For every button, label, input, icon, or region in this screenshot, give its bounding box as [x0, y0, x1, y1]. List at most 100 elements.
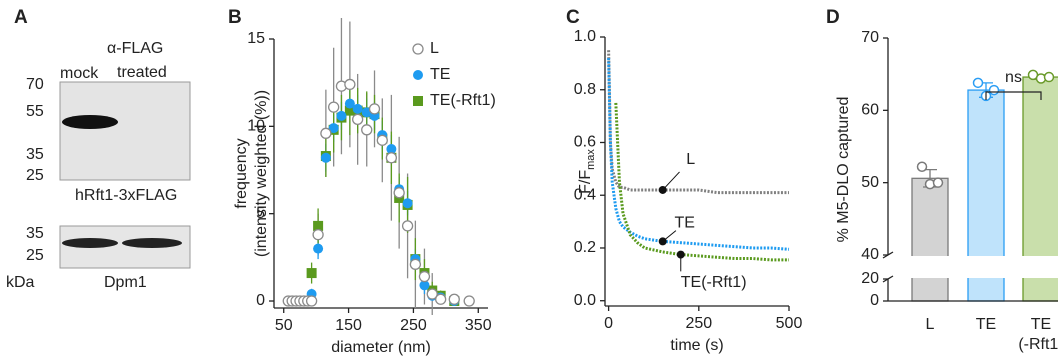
data-point	[353, 104, 363, 114]
y-axis-label-text: F/F	[577, 170, 594, 194]
data-point	[307, 296, 317, 306]
x-axis-label: diameter (nm)	[331, 339, 431, 356]
data-point	[370, 104, 380, 114]
data-point	[313, 230, 323, 240]
y-tick-label: 70	[861, 29, 879, 46]
data-point	[345, 79, 355, 89]
marker-label: 25	[26, 247, 44, 264]
data-point	[934, 178, 943, 187]
data-point	[410, 259, 420, 269]
annotation-label: L	[686, 151, 695, 168]
y-tick-label: 20	[861, 270, 879, 287]
marker-label: 55	[26, 103, 44, 120]
y-tick-label: 0.2	[574, 239, 596, 256]
x-tick-label: 150	[335, 317, 362, 334]
lane-label: treated	[117, 64, 167, 81]
data-point	[918, 162, 927, 171]
marker-label: 35	[26, 225, 44, 242]
blot-label: hRft1-3xFLAG	[75, 187, 177, 204]
x-tick-label: 350	[465, 317, 492, 334]
lane-label: α-FLAG	[107, 40, 163, 57]
y-tick-label: 0.6	[574, 134, 596, 151]
panel-a: A mock α-FLAG treated 70 55 35 25 hRft1-…	[6, 7, 190, 291]
annotation-label: TE(-Rft1)	[681, 274, 747, 291]
data-point	[436, 294, 446, 304]
data-point	[307, 268, 317, 278]
blot-band	[122, 238, 182, 248]
x-tick-label: 250	[685, 315, 712, 332]
x-tick-label: TE	[976, 316, 996, 333]
y-axis-label-subscript: max	[585, 149, 597, 170]
x-tick-label: L	[926, 316, 935, 333]
data-point	[336, 111, 346, 121]
legend-marker	[413, 44, 423, 54]
data-line	[616, 103, 789, 260]
x-tick-label: 50	[275, 317, 293, 334]
marker-label: 35	[26, 146, 44, 163]
legend-label: TE	[430, 66, 450, 83]
y-axis-label: F/Fmax	[577, 149, 597, 194]
data-line	[609, 50, 789, 192]
unit-label: kDa	[6, 274, 35, 291]
blot-band	[62, 238, 118, 248]
data-point	[419, 272, 429, 282]
data-point	[386, 153, 396, 163]
data-point	[403, 198, 413, 208]
data-line	[609, 58, 789, 249]
bar-break-gap	[1021, 256, 1058, 278]
data-point	[313, 244, 323, 254]
data-point	[449, 294, 459, 304]
y-tick-label: 0.0	[574, 292, 596, 309]
data-point	[362, 125, 372, 135]
blot-band	[62, 115, 118, 129]
legend-marker	[413, 96, 423, 106]
data-point	[403, 221, 413, 231]
data-point	[394, 188, 404, 198]
y-axis-label: frequency	[233, 138, 250, 208]
y-tick-label: 0	[256, 292, 265, 309]
y-tick-label: 0.8	[574, 81, 596, 98]
bar	[912, 178, 948, 301]
y-tick-label: 15	[247, 30, 265, 47]
data-point	[377, 135, 387, 145]
data-point	[329, 102, 339, 112]
y-axis-label: % M5-DLO captured	[835, 97, 852, 243]
panel-label: C	[566, 7, 580, 28]
marker-label: 70	[26, 76, 44, 93]
significance-label: ns	[1005, 69, 1022, 86]
legend-label: TE(-Rft1)	[430, 92, 496, 109]
annotation-label: TE	[674, 215, 694, 232]
legend-marker	[413, 70, 423, 80]
data-point	[1045, 73, 1054, 82]
data-point	[464, 296, 474, 306]
data-point	[990, 86, 999, 95]
x-tick-label: 0	[604, 315, 613, 332]
panel-label: D	[826, 7, 840, 28]
data-point	[974, 78, 983, 87]
marker-label: 25	[26, 167, 44, 184]
data-point	[321, 153, 331, 163]
y-tick-label: 40	[861, 246, 879, 263]
x-tick-label: TE(-Rft1)	[1018, 316, 1058, 353]
bar-break-gap	[966, 256, 1006, 278]
bar-break-gap	[910, 256, 950, 278]
x-tick-label: 500	[776, 315, 803, 332]
data-point	[353, 114, 363, 124]
y-tick-label: 60	[861, 102, 879, 119]
lane-label: mock	[60, 65, 99, 82]
annotation-dot	[659, 237, 667, 245]
y-tick-label: 50	[861, 174, 879, 191]
y-axis-label: (intensity weighted (%))	[253, 90, 270, 257]
y-tick-label: 1.0	[574, 28, 596, 45]
legend-label: L	[430, 40, 439, 57]
annotation-dot	[677, 251, 685, 259]
x-tick-label: 250	[400, 317, 427, 334]
y-tick-label: 0	[870, 292, 879, 309]
data-point	[321, 128, 331, 138]
x-axis-label: time (s)	[670, 337, 723, 354]
figure: A mock α-FLAG treated 70 55 35 25 hRft1-…	[0, 0, 1058, 362]
blot-image	[60, 82, 190, 180]
annotation-dot	[659, 186, 667, 194]
panel-label: B	[228, 7, 242, 28]
panel-label: A	[14, 7, 28, 28]
